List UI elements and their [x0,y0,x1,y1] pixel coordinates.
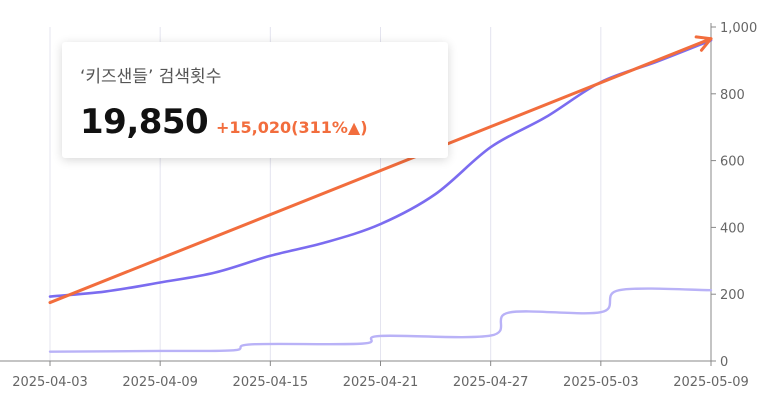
trend-arrow-line [48,37,713,305]
x-tick-label: 2025-04-15 [233,375,309,390]
annotation-group [48,35,713,305]
x-tick-labels: 2025-04-03 2025-04-09 2025-04-15 2025-04-21… [12,375,749,390]
y-tick-label: 1,000 [720,21,757,36]
y-tick-labels: 0 200 400 600 800 1,000 [720,21,757,370]
x-tick-label: 2025-04-27 [453,375,529,390]
trend-arrow-head [694,35,713,52]
y-tick-label: 200 [720,288,745,303]
y-tick-label: 400 [720,221,745,236]
y-tick-label: 600 [720,155,745,170]
y-tick-label: 800 [720,88,745,103]
x-tick-label: 2025-05-03 [563,375,639,390]
card-value: 19,850 [80,102,209,142]
x-tick-label: 2025-04-21 [343,375,419,390]
card-delta: +15,020(311%▲) [216,118,368,137]
x-tick-label: 2025-04-09 [122,375,198,390]
x-tick-label: 2025-05-09 [673,375,749,390]
card-title: ‘키즈샌들’ 검색횟수 [80,67,222,87]
summary-card: ‘키즈샌들’ 검색횟수 19,850 +15,020(311%▲) [62,42,448,158]
series-line-2 [48,287,713,353]
x-tick-label: 2025-04-03 [12,375,88,390]
y-tick-label: 0 [720,355,728,370]
axes [0,23,716,366]
